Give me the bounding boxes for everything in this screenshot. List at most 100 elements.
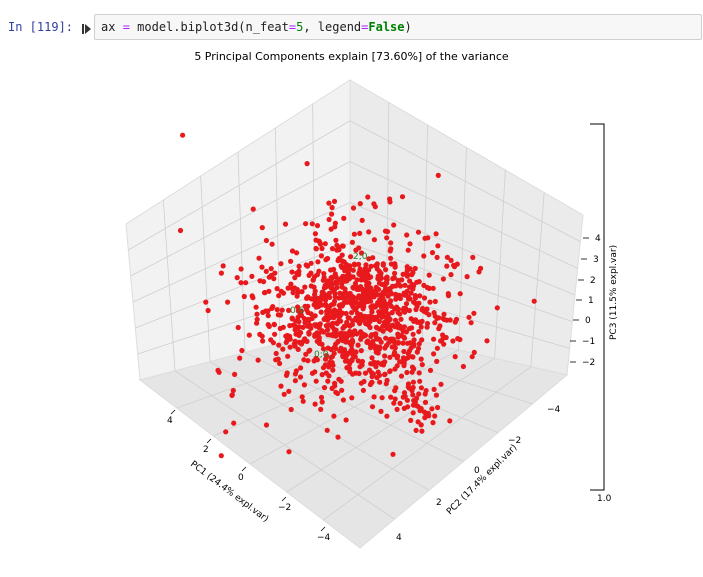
data-point [289, 269, 295, 275]
data-point [356, 303, 362, 309]
data-point [393, 296, 399, 302]
data-point [423, 388, 429, 394]
data-point [268, 266, 274, 272]
data-point [319, 245, 325, 252]
x-tick-label: 4 [167, 416, 173, 426]
data-point [241, 293, 247, 300]
data-point [398, 373, 405, 379]
z-tick-label: −2 [582, 358, 595, 368]
data-point [238, 280, 244, 286]
data-point [272, 331, 278, 337]
data-point [203, 299, 209, 305]
data-point [455, 336, 461, 342]
data-point [318, 394, 325, 400]
data-point [294, 250, 300, 256]
data-point [292, 327, 298, 333]
data-point [300, 324, 306, 330]
data-point [340, 338, 346, 344]
data-point [326, 216, 332, 223]
data-point [398, 359, 404, 365]
data-point [416, 370, 422, 376]
data-point [346, 272, 352, 278]
data-point [444, 263, 450, 269]
data-point [469, 354, 475, 360]
data-point [319, 293, 325, 299]
data-point [287, 333, 293, 339]
data-point [349, 310, 355, 316]
data-point [279, 307, 285, 313]
data-point [392, 366, 398, 372]
data-point [281, 391, 287, 397]
code-editor[interactable]: ax = model.biplot3d(n_feat=5, legend=Fal… [94, 14, 702, 40]
data-point [317, 241, 324, 247]
data-point [321, 271, 327, 277]
data-point [434, 358, 440, 364]
data-point [418, 356, 424, 362]
data-point [287, 344, 293, 350]
data-point [288, 258, 294, 264]
data-point [382, 371, 388, 377]
data-point [448, 257, 454, 263]
data-point [466, 314, 472, 320]
data-point [256, 255, 262, 261]
data-point [389, 344, 395, 350]
gridlines [128, 102, 581, 521]
data-point [340, 348, 346, 354]
data-point [300, 398, 306, 404]
data-point [380, 328, 386, 334]
data-point [296, 263, 302, 269]
data-point [237, 355, 243, 361]
run-cell-icon[interactable] [82, 23, 92, 35]
data-point [293, 318, 299, 324]
data-point [415, 229, 422, 235]
data-point [308, 325, 314, 331]
z-tick-label: 0 [585, 316, 591, 326]
data-point [331, 198, 338, 204]
data-point [347, 290, 353, 297]
data-point [405, 351, 411, 357]
data-point [425, 235, 431, 241]
data-point [308, 270, 314, 276]
data-point [430, 285, 436, 291]
data-point [405, 247, 411, 253]
data-point [313, 237, 319, 243]
data-point [416, 300, 422, 306]
data-point [387, 354, 393, 360]
data-point [452, 354, 458, 360]
data-point [332, 286, 338, 292]
data-point [410, 410, 416, 416]
data-point [335, 338, 341, 344]
data-point [405, 384, 411, 390]
data-point [339, 258, 345, 264]
data-point [392, 263, 398, 269]
data-point [484, 338, 490, 344]
data-point [342, 290, 348, 296]
data-point [395, 340, 402, 346]
data-point [329, 354, 335, 360]
data-point [370, 255, 376, 261]
data-point [298, 330, 304, 336]
data-point [259, 264, 265, 270]
data-point [350, 205, 357, 211]
data-point [453, 316, 460, 322]
data-point [288, 406, 294, 413]
data-point [286, 449, 292, 455]
data-point [328, 285, 334, 291]
data-point [356, 261, 362, 267]
data-point [411, 366, 417, 372]
data-point [378, 339, 384, 345]
data-point [329, 211, 335, 217]
cell-prompt: In [119]: [8, 20, 74, 34]
data-point [266, 288, 272, 294]
data-point [358, 272, 364, 278]
data-point [418, 385, 424, 391]
data-point [435, 243, 441, 249]
data-point [378, 292, 384, 298]
data-point [376, 280, 383, 286]
data-point [294, 293, 300, 299]
data-point [379, 314, 385, 320]
data-point [314, 357, 320, 363]
data-point [327, 294, 333, 300]
data-point [324, 256, 330, 262]
